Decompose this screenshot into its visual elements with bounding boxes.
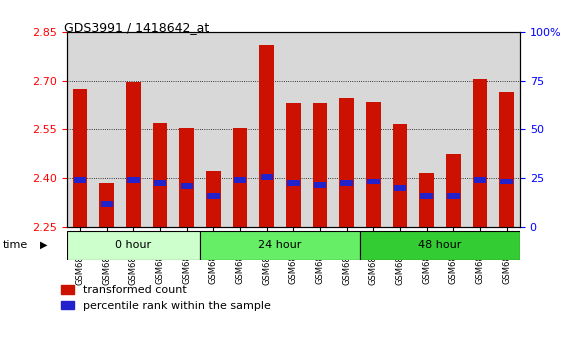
- Bar: [207, 193, 220, 199]
- Bar: [126, 82, 141, 227]
- Bar: [421, 193, 433, 199]
- Bar: [180, 127, 194, 227]
- Bar: [233, 127, 248, 227]
- Bar: [473, 79, 487, 227]
- Bar: [474, 177, 486, 183]
- FancyBboxPatch shape: [200, 231, 360, 259]
- Bar: [500, 178, 513, 184]
- Text: 0 hour: 0 hour: [116, 240, 152, 250]
- Bar: [286, 103, 301, 227]
- Bar: [499, 92, 514, 227]
- FancyBboxPatch shape: [360, 231, 520, 259]
- Bar: [101, 201, 113, 207]
- Bar: [339, 98, 354, 227]
- Bar: [447, 193, 460, 199]
- Bar: [394, 185, 406, 191]
- Text: ▶: ▶: [40, 240, 47, 250]
- Bar: [153, 123, 167, 227]
- Bar: [287, 180, 300, 186]
- Legend: transformed count, percentile rank within the sample: transformed count, percentile rank withi…: [61, 285, 271, 311]
- Bar: [393, 124, 407, 227]
- Bar: [206, 171, 221, 227]
- Bar: [181, 183, 193, 189]
- Bar: [366, 102, 381, 227]
- Bar: [154, 180, 166, 186]
- Bar: [313, 103, 328, 227]
- Text: GDS3991 / 1418642_at: GDS3991 / 1418642_at: [64, 21, 209, 34]
- Bar: [446, 154, 461, 227]
- Bar: [314, 182, 327, 188]
- Bar: [340, 180, 353, 186]
- Text: 48 hour: 48 hour: [418, 240, 462, 250]
- Bar: [234, 177, 246, 183]
- Bar: [73, 88, 88, 227]
- Bar: [99, 183, 114, 227]
- FancyBboxPatch shape: [67, 231, 200, 259]
- Bar: [74, 177, 87, 183]
- Text: time: time: [3, 240, 28, 250]
- Bar: [260, 174, 273, 179]
- Bar: [367, 178, 379, 184]
- Text: 24 hour: 24 hour: [259, 240, 302, 250]
- Bar: [259, 45, 274, 227]
- Bar: [419, 173, 434, 227]
- Bar: [127, 177, 139, 183]
